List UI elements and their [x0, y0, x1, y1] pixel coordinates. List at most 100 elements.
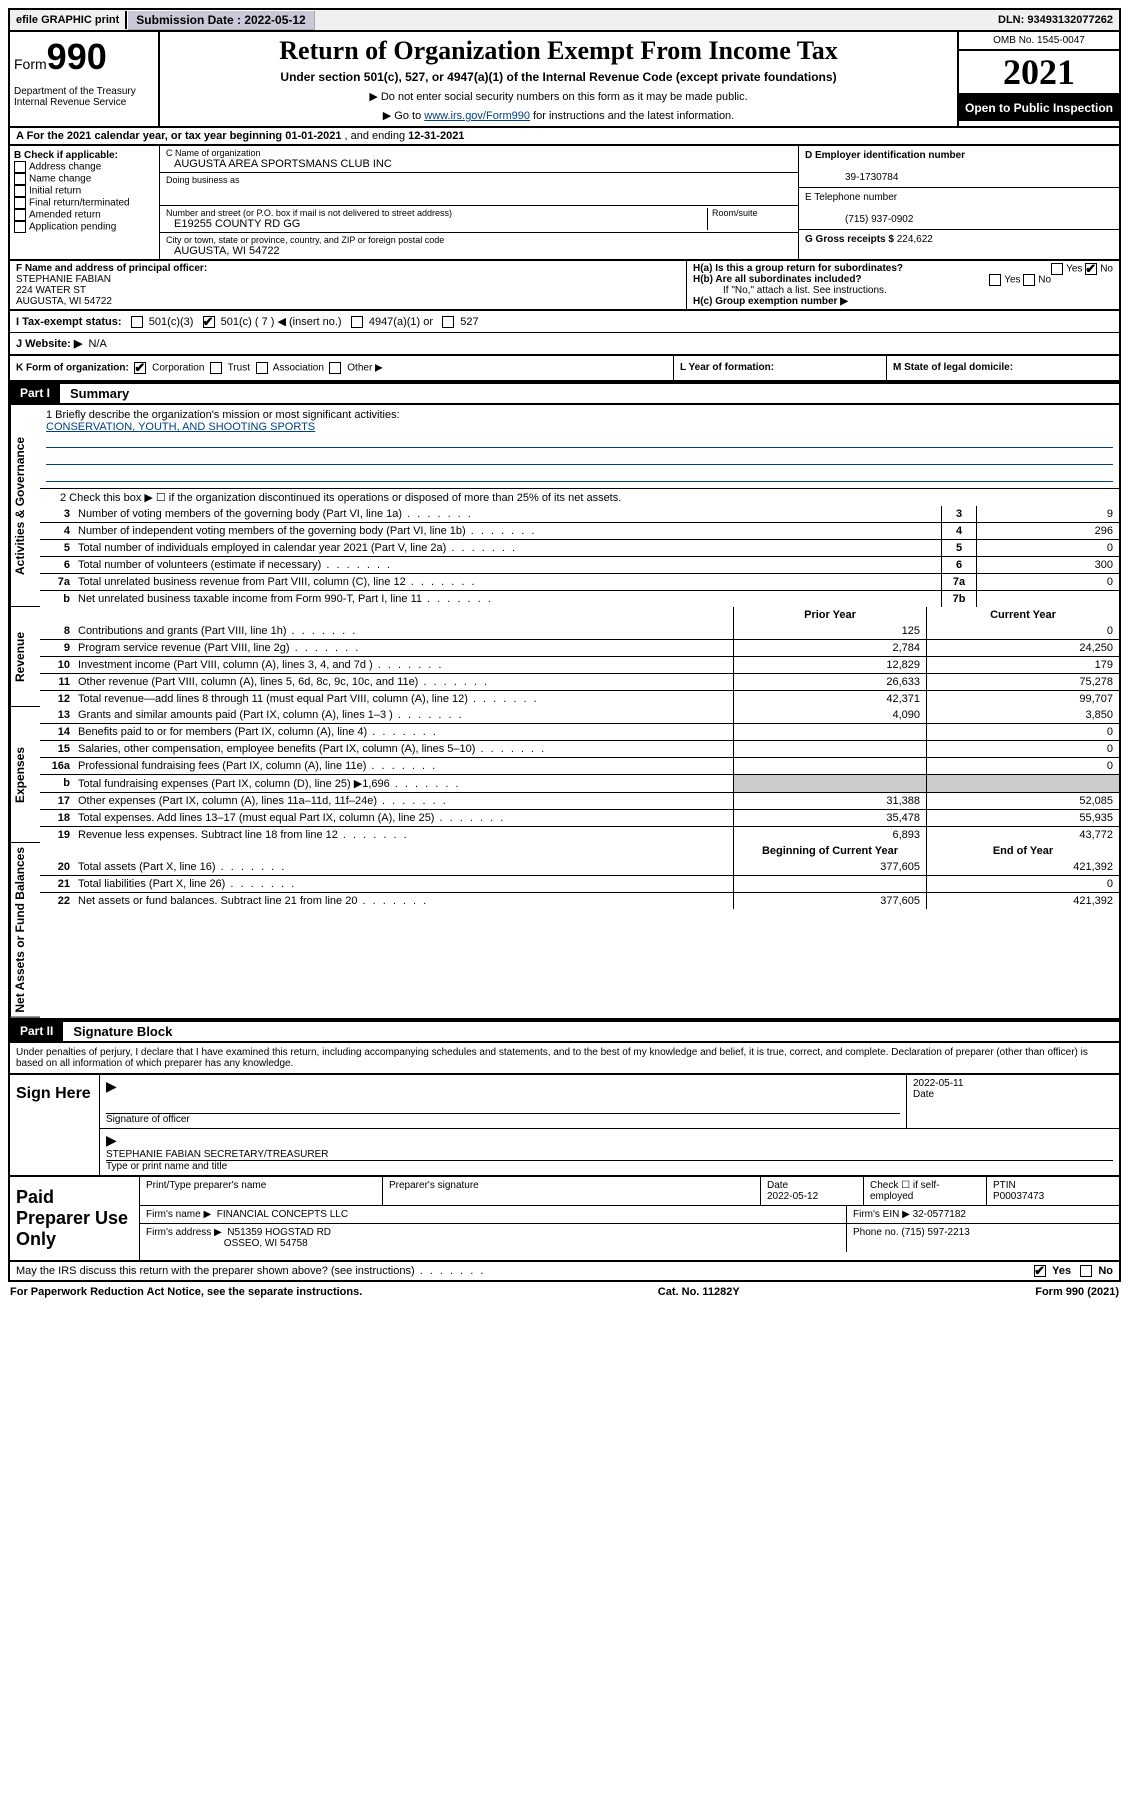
self-employed-check[interactable]: Check ☐ if self-employed — [864, 1177, 987, 1205]
street-label: Number and street (or P.O. box if mail i… — [166, 208, 707, 218]
ein-label: D Employer identification number — [805, 150, 965, 161]
block-f: F Name and address of principal officer:… — [10, 261, 687, 309]
part-1-header: Part I Summary — [8, 382, 1121, 405]
line-17: 17Other expenses (Part IX, column (A), l… — [40, 792, 1119, 809]
block-l: L Year of formation: — [674, 356, 887, 380]
checkbox-address-change[interactable] — [14, 161, 26, 173]
checkbox-4947[interactable] — [351, 316, 363, 328]
preparer-sig-col: Preparer's signature — [383, 1177, 761, 1205]
line-22: 22Net assets or fund balances. Subtract … — [40, 892, 1119, 909]
efile-label: efile GRAPHIC print — [10, 11, 127, 29]
line-19: 19Revenue less expenses. Subtract line 1… — [40, 826, 1119, 843]
preparer-name-col: Print/Type preparer's name — [140, 1177, 383, 1205]
form-note-2: ▶ Go to www.irs.gov/Form990 for instruct… — [170, 109, 947, 122]
checkbox-discuss-yes[interactable] — [1034, 1265, 1046, 1277]
block-m: M State of legal domicile: — [887, 356, 1119, 380]
side-netassets: Net Assets or Fund Balances — [10, 843, 40, 1018]
dba-label: Doing business as — [166, 175, 792, 185]
checkbox-501c3[interactable] — [131, 316, 143, 328]
line-4: 4Number of independent voting members of… — [40, 522, 1119, 539]
row-f-h: F Name and address of principal officer:… — [8, 261, 1121, 311]
line-6: 6Total number of volunteers (estimate if… — [40, 556, 1119, 573]
submission-date-button[interactable]: Submission Date : 2022-05-12 — [127, 10, 314, 30]
line-14: 14Benefits paid to or for members (Part … — [40, 723, 1119, 740]
summary-table: Activities & Governance 1 Briefly descri… — [8, 405, 1121, 1020]
paid-preparer-block: Paid Preparer Use Only Print/Type prepar… — [8, 1177, 1121, 1262]
block-bcd: B Check if applicable: Address change Na… — [8, 146, 1121, 261]
ptin: PTINP00037473 — [987, 1177, 1119, 1205]
dln: DLN: 93493132077262 — [992, 11, 1119, 29]
checkbox-other[interactable] — [329, 362, 341, 374]
checkbox-trust[interactable] — [210, 362, 222, 374]
officer-name-title: STEPHANIE FABIAN SECRETARY/TREASURER — [106, 1149, 1113, 1160]
city: AUGUSTA, WI 54722 — [166, 245, 792, 257]
side-governance: Activities & Governance — [10, 405, 40, 607]
checkbox-ha-yes[interactable] — [1051, 263, 1063, 275]
line-11: 11Other revenue (Part VIII, column (A), … — [40, 673, 1119, 690]
line-15: 15Salaries, other compensation, employee… — [40, 740, 1119, 757]
block-i: I Tax-exempt status: 501(c)(3) 501(c) ( … — [10, 311, 1119, 333]
mission-block: 1 Briefly describe the organization's mi… — [40, 405, 1119, 488]
checkbox-corp[interactable] — [134, 362, 146, 374]
footer-right: Form 990 (2021) — [1035, 1286, 1119, 1298]
top-bar: efile GRAPHIC print Submission Date : 20… — [8, 8, 1121, 32]
revenue-header: Prior Year Current Year — [40, 607, 1119, 623]
checkbox-amended[interactable] — [14, 209, 26, 221]
ein: 39-1730784 — [805, 172, 898, 183]
side-expenses: Expenses — [10, 707, 40, 843]
line-12: 12Total revenue—add lines 8 through 11 (… — [40, 690, 1119, 707]
form-header: Form990 Department of the Treasury Inter… — [8, 32, 1121, 128]
omb-number: OMB No. 1545-0047 — [959, 32, 1119, 51]
line-10: 10Investment income (Part VIII, column (… — [40, 656, 1119, 673]
tax-year: 2021 — [959, 51, 1119, 95]
expenses-body: 13Grants and similar amounts paid (Part … — [40, 707, 1119, 843]
firm-addr1: N51359 HOGSTAD RD — [227, 1227, 331, 1238]
sig-officer-label: Signature of officer — [106, 1114, 190, 1125]
checkbox-hb-yes[interactable] — [989, 274, 1001, 286]
sign-here-label: Sign Here — [10, 1075, 100, 1175]
preparer-date: Date2022-05-12 — [761, 1177, 864, 1205]
netassets-body: Beginning of Current Year End of Year 20… — [40, 843, 1119, 1018]
line-18: 18Total expenses. Add lines 13–17 (must … — [40, 809, 1119, 826]
phone-label: E Telephone number — [805, 192, 897, 203]
checkbox-ha-no[interactable] — [1085, 263, 1097, 275]
checkbox-discuss-no[interactable] — [1080, 1265, 1092, 1277]
part-2-header: Part II Signature Block — [8, 1020, 1121, 1043]
irs-link[interactable]: www.irs.gov/Form990 — [424, 110, 530, 122]
form-title: Return of Organization Exempt From Incom… — [170, 36, 947, 66]
checkbox-assoc[interactable] — [256, 362, 268, 374]
block-b: B Check if applicable: Address change Na… — [10, 146, 160, 259]
footer-mid: Cat. No. 11282Y — [658, 1286, 740, 1298]
block-d: D Employer identification number 39-1730… — [799, 146, 1119, 259]
form-subtitle: Under section 501(c), 527, or 4947(a)(1)… — [170, 70, 947, 84]
checkbox-final-return[interactable] — [14, 197, 26, 209]
mission-text: CONSERVATION, YOUTH, AND SHOOTING SPORTS — [46, 421, 1113, 433]
org-name-label: C Name of organization — [166, 148, 792, 158]
firm-phone: (715) 597-2213 — [901, 1227, 969, 1238]
open-to-public: Open to Public Inspection — [959, 95, 1119, 121]
department: Department of the Treasury Internal Reve… — [14, 86, 154, 108]
checkbox-527[interactable] — [442, 316, 454, 328]
firm-name: FINANCIAL CONCEPTS LLC — [217, 1209, 348, 1220]
form-number: Form990 — [14, 36, 154, 78]
line-3: 3Number of voting members of the governi… — [40, 506, 1119, 522]
header-left: Form990 Department of the Treasury Inter… — [10, 32, 160, 126]
firm-addr2: OSSEO, WI 54758 — [224, 1238, 308, 1249]
checkbox-application-pending[interactable] — [14, 221, 26, 233]
discuss-row: May the IRS discuss this return with the… — [8, 1262, 1121, 1282]
block-h: H(a) Is this a group return for subordin… — [687, 261, 1119, 309]
checkbox-hb-no[interactable] — [1023, 274, 1035, 286]
signature-line[interactable] — [106, 1095, 900, 1114]
line-9: 9Program service revenue (Part VIII, lin… — [40, 639, 1119, 656]
firm-ein-label: Firm's EIN ▶ — [853, 1209, 910, 1220]
side-revenue: Revenue — [10, 607, 40, 707]
block-k: K Form of organization: Corporation Trus… — [10, 356, 674, 380]
checkbox-name-change[interactable] — [14, 173, 26, 185]
firm-addr-label: Firm's address ▶ — [146, 1227, 222, 1238]
date-label: Date — [913, 1089, 934, 1100]
line-7a: 7aTotal unrelated business revenue from … — [40, 573, 1119, 590]
header-mid: Return of Organization Exempt From Incom… — [160, 32, 959, 126]
checkbox-initial-return[interactable] — [14, 185, 26, 197]
checkbox-501c[interactable] — [203, 316, 215, 328]
governance-body: 1 Briefly describe the organization's mi… — [40, 405, 1119, 607]
